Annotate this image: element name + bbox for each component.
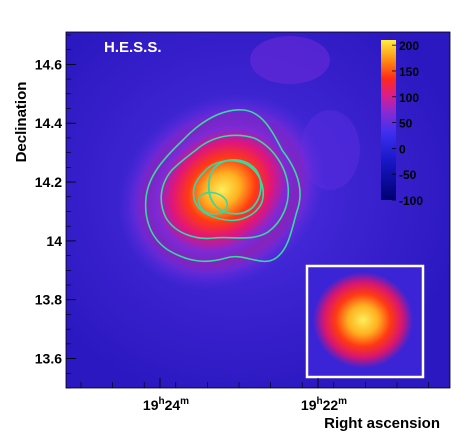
- colorbar-tick-label: 50: [399, 117, 413, 131]
- x-tick-hours: 19: [143, 397, 159, 413]
- contour-core: [207, 159, 262, 215]
- colorbar-tick-label: 100: [399, 91, 419, 105]
- y-axis: 14.6 14.4 14.2 14 13.8 13.6: [35, 34, 76, 389]
- colorbar-tick-label: 150: [399, 65, 419, 79]
- x-tick-minutes-unit: m: [338, 396, 347, 407]
- x-tick-hours-unit: h: [158, 396, 164, 407]
- contour-outer: [144, 109, 301, 263]
- x-tick-hours: 19: [301, 397, 317, 413]
- source-emission: [141, 113, 303, 267]
- x-axis: 19h24m 19h22m: [80, 378, 429, 413]
- x-tick-minutes: 24: [165, 397, 181, 413]
- psf-inset: [305, 264, 425, 379]
- y-tick-label: 13.6: [35, 351, 62, 367]
- y-tick-label: 14.4: [35, 115, 62, 131]
- x-tick-minutes-unit: m: [180, 396, 189, 407]
- colorbar: 200 150 100 50 0 -50 -100: [381, 39, 423, 208]
- x-tick-label: 19h24m: [143, 396, 189, 413]
- x-tick-minutes: 22: [323, 397, 339, 413]
- colorbar-tick-label: 200: [399, 39, 419, 53]
- y-tick-label: 13.8: [35, 292, 62, 308]
- colorbar-gradient: [381, 40, 396, 200]
- contour-core-2: [198, 191, 229, 215]
- y-tick-label: 14: [46, 233, 62, 249]
- x-tick-label: 19h22m: [301, 396, 347, 413]
- colorbar-tick-label: 0: [399, 142, 406, 156]
- contour-inner: [192, 159, 264, 222]
- x-axis-label: Right ascension: [324, 415, 440, 432]
- faint-emission-top-right: [250, 36, 330, 84]
- contour-middle: [160, 134, 290, 240]
- colorbar-tick-label: -50: [399, 168, 417, 182]
- experiment-label: H.E.S.S.: [104, 39, 162, 56]
- y-tick-label: 14.6: [35, 56, 62, 72]
- y-tick-label: 14.2: [35, 174, 62, 190]
- colorbar-tick-label: -100: [399, 194, 423, 208]
- y-axis-label: Declination: [13, 82, 30, 163]
- plot-frame: [65, 31, 451, 389]
- x-tick-hours-unit: h: [316, 396, 322, 407]
